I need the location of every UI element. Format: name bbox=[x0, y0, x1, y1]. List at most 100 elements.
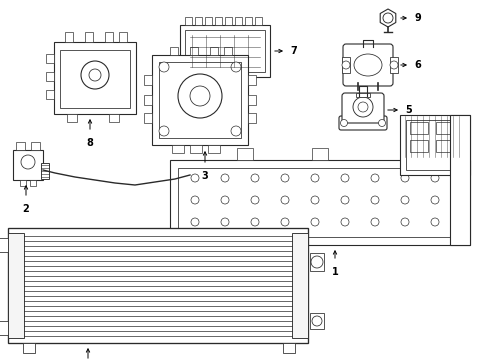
Circle shape bbox=[311, 256, 323, 268]
Circle shape bbox=[231, 62, 241, 72]
Bar bbox=[16, 142, 25, 150]
Bar bbox=[8, 233, 24, 338]
Circle shape bbox=[431, 196, 439, 204]
Circle shape bbox=[178, 74, 222, 118]
Bar bbox=[436, 140, 454, 152]
Circle shape bbox=[431, 218, 439, 226]
Bar bbox=[245, 17, 252, 25]
Circle shape bbox=[341, 174, 349, 182]
Circle shape bbox=[401, 196, 409, 204]
Circle shape bbox=[401, 218, 409, 226]
Circle shape bbox=[341, 196, 349, 204]
Bar bbox=[13, 150, 43, 180]
Bar bbox=[0, 238, 8, 252]
Circle shape bbox=[390, 61, 398, 69]
Bar bbox=[208, 145, 220, 153]
Bar bbox=[178, 168, 462, 237]
Circle shape bbox=[191, 196, 199, 204]
Text: 9: 9 bbox=[414, 13, 421, 23]
Ellipse shape bbox=[354, 54, 382, 76]
Bar bbox=[30, 180, 36, 186]
Bar bbox=[312, 148, 328, 160]
Bar bbox=[205, 17, 212, 25]
Bar bbox=[41, 163, 49, 179]
Bar bbox=[159, 62, 241, 138]
Bar bbox=[406, 120, 464, 170]
FancyBboxPatch shape bbox=[342, 93, 384, 123]
Bar bbox=[215, 17, 222, 25]
Circle shape bbox=[251, 174, 259, 182]
Bar bbox=[46, 90, 54, 99]
Text: 3: 3 bbox=[201, 171, 208, 181]
Text: 8: 8 bbox=[87, 138, 94, 148]
Circle shape bbox=[221, 218, 229, 226]
Circle shape bbox=[401, 174, 409, 182]
Circle shape bbox=[342, 61, 350, 69]
Bar bbox=[255, 17, 262, 25]
Bar bbox=[170, 160, 470, 245]
Bar bbox=[310, 253, 324, 271]
Bar bbox=[225, 17, 232, 25]
Bar bbox=[210, 47, 218, 55]
Bar bbox=[248, 113, 256, 123]
Bar bbox=[180, 25, 270, 77]
Circle shape bbox=[281, 196, 289, 204]
Bar bbox=[195, 17, 202, 25]
Circle shape bbox=[311, 174, 319, 182]
Bar bbox=[31, 142, 40, 150]
Bar bbox=[310, 313, 324, 329]
Text: 6: 6 bbox=[414, 60, 421, 70]
Text: 1: 1 bbox=[332, 267, 339, 277]
Bar bbox=[190, 145, 202, 153]
Text: 7: 7 bbox=[290, 46, 297, 56]
Circle shape bbox=[191, 218, 199, 226]
Bar bbox=[342, 57, 350, 73]
Circle shape bbox=[378, 120, 386, 126]
Circle shape bbox=[312, 316, 322, 326]
Bar bbox=[0, 321, 8, 335]
Bar bbox=[235, 17, 242, 25]
Bar bbox=[283, 343, 295, 353]
Circle shape bbox=[191, 174, 199, 182]
Bar bbox=[185, 30, 265, 72]
Circle shape bbox=[251, 218, 259, 226]
Bar bbox=[292, 233, 308, 338]
Bar bbox=[390, 57, 398, 73]
Bar bbox=[410, 122, 428, 134]
Bar bbox=[144, 95, 152, 105]
Bar bbox=[190, 47, 198, 55]
Bar bbox=[67, 114, 77, 122]
Circle shape bbox=[311, 196, 319, 204]
Bar bbox=[356, 93, 370, 97]
Circle shape bbox=[341, 120, 347, 126]
Bar bbox=[410, 140, 428, 152]
Bar bbox=[144, 113, 152, 123]
Bar bbox=[109, 114, 119, 122]
Circle shape bbox=[353, 97, 373, 117]
Bar bbox=[185, 17, 192, 25]
Bar bbox=[20, 180, 26, 186]
FancyBboxPatch shape bbox=[343, 44, 393, 86]
Bar bbox=[152, 55, 248, 145]
Circle shape bbox=[431, 174, 439, 182]
Bar bbox=[224, 47, 232, 55]
Circle shape bbox=[89, 69, 101, 81]
Bar bbox=[170, 47, 178, 55]
Bar bbox=[60, 50, 130, 108]
Bar bbox=[85, 32, 93, 42]
Circle shape bbox=[311, 218, 319, 226]
Circle shape bbox=[251, 196, 259, 204]
Bar bbox=[248, 95, 256, 105]
Bar bbox=[172, 145, 184, 153]
Bar bbox=[400, 115, 470, 175]
Bar bbox=[436, 122, 454, 134]
Circle shape bbox=[281, 174, 289, 182]
Bar bbox=[46, 54, 54, 63]
Bar bbox=[54, 42, 136, 114]
Circle shape bbox=[341, 218, 349, 226]
Circle shape bbox=[221, 196, 229, 204]
Circle shape bbox=[21, 155, 35, 169]
Circle shape bbox=[159, 126, 169, 136]
Circle shape bbox=[231, 126, 241, 136]
Bar bbox=[46, 72, 54, 81]
